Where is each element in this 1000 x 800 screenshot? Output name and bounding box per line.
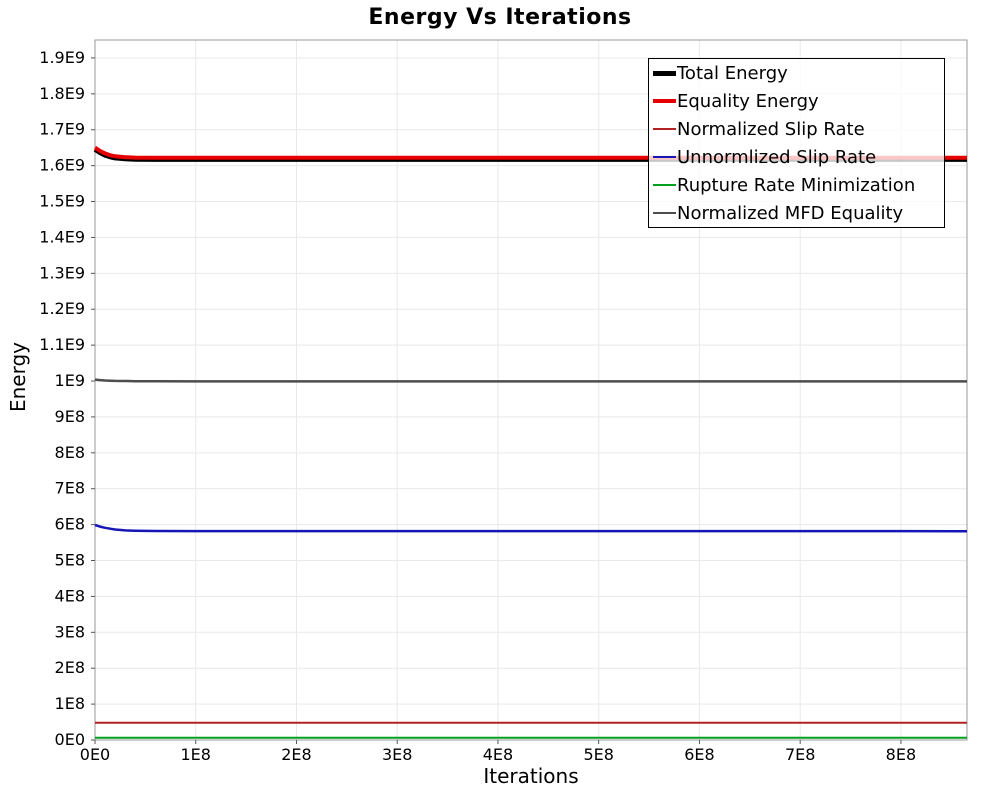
legend-label: Rupture Rate Minimization xyxy=(677,174,916,196)
x-tick-label: 8E8 xyxy=(886,745,916,764)
x-tick-label: 6E8 xyxy=(684,745,714,764)
legend-label: Unnormlized Slip Rate xyxy=(677,146,877,168)
y-tick-label: 7E8 xyxy=(55,479,85,498)
y-tick-label: 1.5E9 xyxy=(39,192,85,211)
legend-line-swatch xyxy=(653,184,676,186)
legend-item-rupture-rate-minimization: Rupture Rate Minimization xyxy=(649,171,944,199)
plot-border xyxy=(94,39,968,741)
x-tick-label: 1E8 xyxy=(181,745,211,764)
legend-label: Total Energy xyxy=(677,62,788,84)
series-line-unnormlized-slip-rate xyxy=(94,523,968,533)
x-tick-label: 2E8 xyxy=(281,745,311,764)
y-tick-label: 1.4E9 xyxy=(39,227,85,246)
y-tick-label: 1.9E9 xyxy=(39,48,85,67)
legend-line-swatch xyxy=(653,211,676,215)
legend-line-swatch xyxy=(653,155,676,159)
y-tick-label: 1.3E9 xyxy=(39,263,85,282)
y-tick-label: 1.6E9 xyxy=(39,156,85,175)
legend-line-swatch xyxy=(653,99,676,103)
y-tick-label: 1E8 xyxy=(55,694,85,713)
y-tick-label: 4E8 xyxy=(55,586,85,605)
legend-item-total-energy: Total Energy xyxy=(649,59,944,87)
legend-label: Equality Energy xyxy=(677,90,819,112)
x-tick-label: 7E8 xyxy=(785,745,815,764)
x-tick-label: 3E8 xyxy=(382,745,412,764)
legend-item-equality-energy: Equality Energy xyxy=(649,87,944,115)
y-tick-label: 1.7E9 xyxy=(39,120,85,139)
y-tick-label: 2E8 xyxy=(55,658,85,677)
y-tick-label: 6E8 xyxy=(55,515,85,534)
x-tick-label: 0E0 xyxy=(80,745,110,764)
y-tick-label: 1.8E9 xyxy=(39,84,85,103)
y-tick-label: 9E8 xyxy=(55,407,85,426)
legend-label: Normalized Slip Rate xyxy=(677,118,865,140)
chart-legend: Total Energy Equality Energy Normalized Sl… xyxy=(648,58,945,228)
y-tick-label: 1E9 xyxy=(55,371,85,390)
legend-line-swatch xyxy=(653,70,676,76)
legend-item-unnormlized-slip-rate: Unnormlized Slip Rate xyxy=(649,143,944,171)
legend-item-normalized-slip-rate: Normalized Slip Rate xyxy=(649,115,944,143)
y-tick-label: 3E8 xyxy=(55,622,85,641)
y-axis-title: Energy xyxy=(6,341,30,413)
x-tick-label: 5E8 xyxy=(583,745,613,764)
x-tick-label: 4E8 xyxy=(483,745,513,764)
chart-title: Energy Vs Iterations xyxy=(368,5,632,30)
y-tick-label: 5E8 xyxy=(55,551,85,570)
y-tick-label: 1.2E9 xyxy=(39,299,85,318)
x-axis-title: Iterations xyxy=(483,764,579,788)
series-line-normalized-mfd-equality xyxy=(94,378,967,383)
legend-label: Normalized MFD Equality xyxy=(677,202,904,224)
y-tick-label: 1.1E9 xyxy=(39,335,85,354)
y-tick-label: 8E8 xyxy=(55,443,85,462)
legend-line-swatch xyxy=(653,128,676,130)
y-tick-label: 0E0 xyxy=(55,730,85,749)
legend-item-normalized-mfd-equality: Normalized MFD Equality xyxy=(649,199,944,227)
